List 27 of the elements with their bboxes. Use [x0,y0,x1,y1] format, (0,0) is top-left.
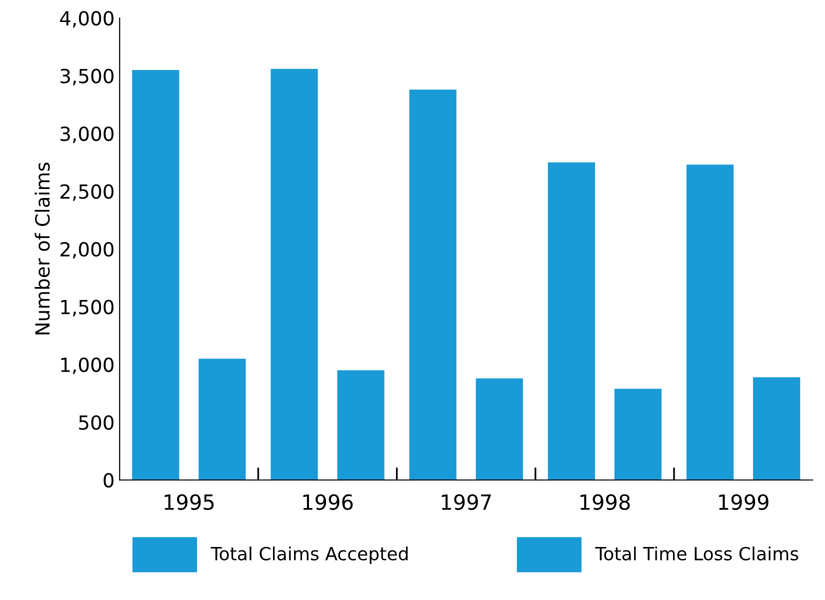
y-tick-label: 2,500 [60,184,114,201]
bar [753,377,800,480]
x-tick-label: 1995 [164,494,214,510]
bar [548,162,596,480]
bar [686,164,734,480]
bar [270,68,318,480]
legend-label: Total Claims Accepted [210,546,408,564]
bar [614,388,662,480]
y-tick-label: 2,000 [60,242,114,259]
x-tick-label: 1999 [719,494,768,510]
x-tick-label: 1998 [580,494,630,510]
legend-label: Total Time Loss Claims [595,546,798,560]
bar [337,370,384,480]
y-axis-title: Number of Claims [34,162,50,334]
y-tick-label: 1,500 [61,300,114,316]
bar [198,358,246,480]
y-tick-label: 4,000 [60,10,114,28]
y-tick-label: 0 [104,472,114,488]
bar [409,90,456,480]
y-tick-label: 3,500 [60,68,114,86]
y-tick-label: 1,000 [61,357,114,374]
y-tick-label: 500 [79,415,114,430]
x-tick-label: 1997 [442,494,491,510]
bar [476,378,523,480]
x-tick-label: 1996 [303,494,353,510]
bar [132,70,180,480]
y-tick-label: 3,000 [60,126,114,144]
